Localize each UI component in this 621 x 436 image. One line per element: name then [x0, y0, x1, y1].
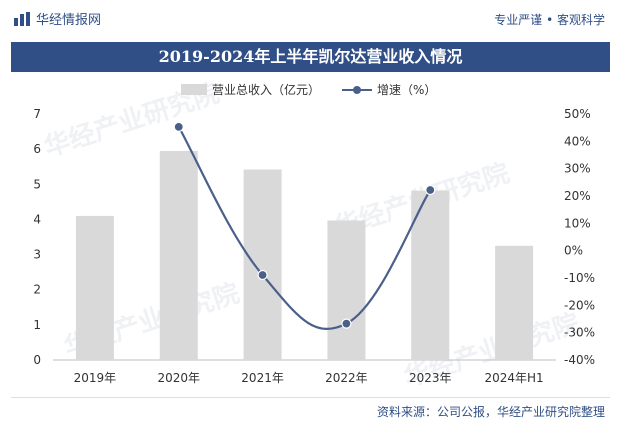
legend-label-growth: 增速（%）	[377, 83, 436, 97]
y-left-tick-label: 6	[33, 142, 41, 156]
y-right-tick-label: 20%	[564, 189, 591, 203]
growth-point-1	[173, 121, 184, 132]
y-left-tick-label: 2	[33, 283, 41, 297]
source-note: 资料来源：公司公报，华经产业研究院整理	[376, 405, 605, 419]
y-right-tick-label: 0%	[564, 244, 583, 258]
x-tick-label: 2024年H1	[484, 371, 543, 385]
y-right-tick-label: -40%	[564, 353, 595, 367]
y-right-tick-label: -30%	[564, 326, 595, 340]
brand-name: 华经情报网	[36, 13, 102, 28]
growth-point-3	[341, 318, 352, 329]
footer-divider	[11, 397, 610, 398]
chart-area: 0 1 2 3 4 5 6 7 -40% -30% -20% -10% 0% 10% 20% 30% 40% 50…	[33, 82, 595, 385]
bar-3	[243, 169, 282, 360]
chart-title: 2019-2024年上半年凯尔达营业收入情况	[11, 42, 610, 72]
y-right-tick-label: 10%	[564, 216, 591, 230]
x-tick-label: 2019年	[74, 371, 117, 385]
growth-point-4	[425, 184, 436, 196]
y-right-tick-label: -20%	[564, 298, 595, 312]
bar-4	[327, 220, 366, 360]
growth-point-2	[257, 269, 268, 281]
x-tick-label: 2023年	[409, 371, 452, 385]
bar-2	[159, 150, 198, 360]
y-right-tick-label: 30%	[564, 162, 591, 176]
y-left-tick-label: 5	[33, 177, 41, 191]
bar-6	[495, 245, 534, 360]
x-tick-label: 2021年	[241, 371, 284, 385]
y-left-tick-label: 1	[33, 318, 41, 332]
bar-1	[75, 215, 114, 360]
y-left-tick-label: 3	[33, 248, 41, 262]
y-left-tick-label: 4	[33, 212, 41, 226]
y-right-tick-label: 40%	[564, 134, 591, 148]
x-tick-label: 2020年	[157, 371, 200, 385]
y-right-tick-label: 50%	[564, 107, 591, 121]
bar-chart-logo-icon	[14, 11, 30, 26]
growth-line	[177, 126, 432, 330]
y-right-tick-label: -10%	[564, 271, 595, 285]
legend-line-marker	[353, 86, 361, 94]
legend-label-revenue: 营业总收入（亿元）	[212, 82, 320, 97]
brand: 华经情报网	[14, 9, 101, 28]
bar-5	[411, 190, 450, 360]
x-tick-label: 2022年	[325, 371, 368, 385]
y-left-tick-label: 0	[33, 353, 41, 367]
legend-bar-swatch	[181, 84, 207, 95]
tagline: 专业严谨 • 客观科学	[494, 13, 605, 27]
header-bar: 华经情报网 专业严谨 • 客观科学	[0, 0, 621, 36]
y-left-tick-label: 7	[33, 107, 41, 121]
